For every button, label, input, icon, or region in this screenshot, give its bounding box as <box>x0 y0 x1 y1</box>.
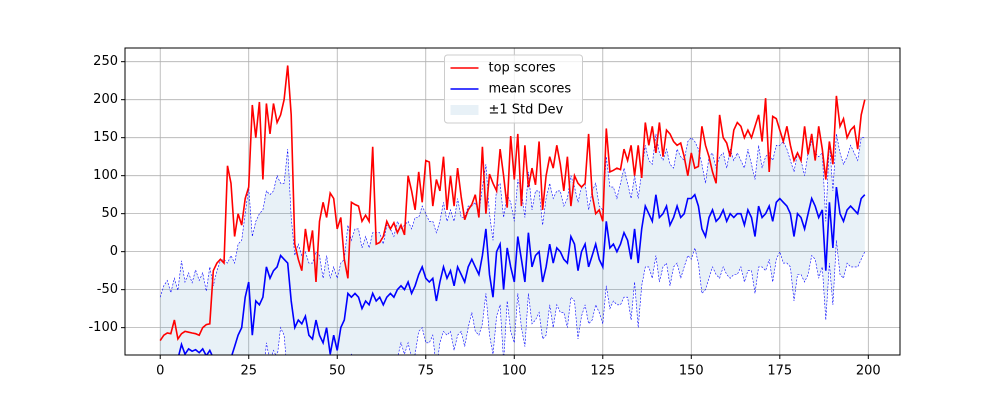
x-tick-label: 25 <box>240 364 257 379</box>
std-lower <box>265 240 866 355</box>
legend-label: top scores <box>489 61 556 76</box>
plot-area <box>159 65 866 355</box>
x-tick-label: 75 <box>417 364 434 379</box>
axes-frame <box>124 47 901 356</box>
legend-label: ±1 Std Dev <box>489 103 564 118</box>
x-tick-label: 50 <box>329 364 346 379</box>
legend: top scores mean scores ±1 Std Dev <box>444 54 583 124</box>
y-tick-label: -100 <box>88 320 118 335</box>
y-tick-label: 100 <box>93 168 118 183</box>
y-tick-label: 200 <box>93 92 118 107</box>
x-tick-label: 125 <box>590 364 615 379</box>
legend-label: mean scores <box>489 82 572 97</box>
x-tick-label: 200 <box>856 364 881 379</box>
std-band <box>160 133 865 355</box>
y-tick-label: 0 <box>110 244 118 259</box>
y-tick-label: 250 <box>93 54 118 69</box>
axes: 0 25 50 75 100 125 150 175 200 -100 -50 0 50 100 150 20… <box>88 54 880 378</box>
y-tick-label: 150 <box>93 130 118 145</box>
series-line <box>178 186 866 355</box>
x-tick-label: 175 <box>767 364 792 379</box>
x-tick-label: 0 <box>156 364 164 379</box>
y-tick-label: -50 <box>97 282 118 297</box>
legend-box <box>444 54 583 124</box>
y-tick-label: 50 <box>101 206 118 221</box>
std-upper <box>159 133 865 298</box>
series-line <box>159 65 866 342</box>
legend-swatch <box>450 105 479 115</box>
x-tick-label: 100 <box>502 364 527 379</box>
x-tick-label: 150 <box>679 364 704 379</box>
